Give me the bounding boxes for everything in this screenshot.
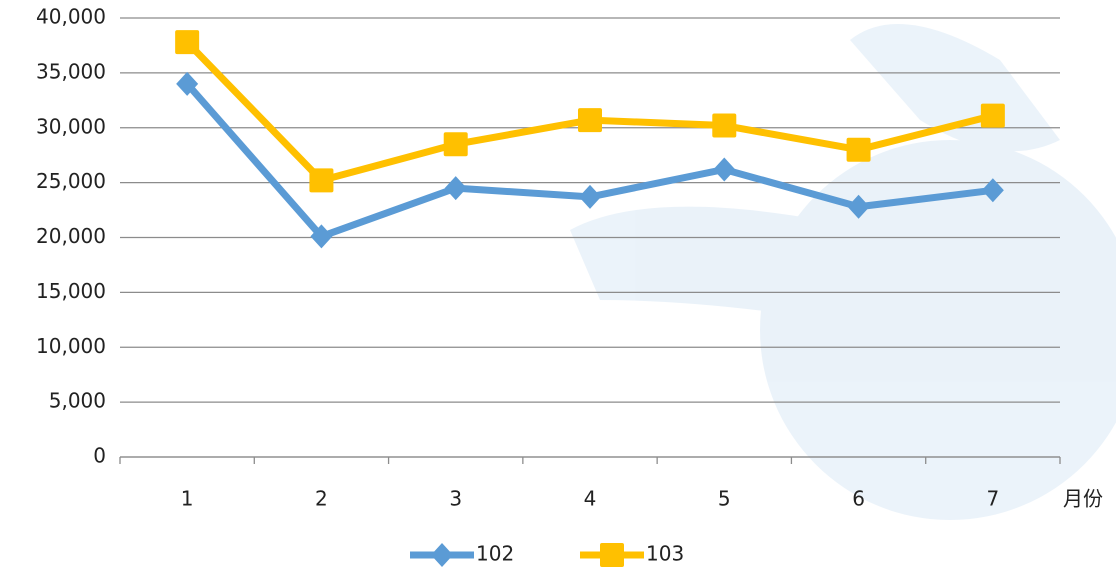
x-tick-label: 2 [315, 487, 328, 511]
y-tick-label: 35,000 [36, 59, 106, 83]
y-tick-label: 20,000 [36, 224, 106, 248]
background-decoration [570, 24, 1116, 520]
x-tick-label: 4 [584, 487, 597, 511]
marker [712, 114, 736, 138]
x-tick-label: 3 [449, 487, 462, 511]
y-tick-label: 25,000 [36, 169, 106, 193]
marker [579, 185, 601, 209]
y-tick-label: 5,000 [49, 389, 106, 413]
marker [175, 30, 199, 54]
legend-label: 103 [646, 542, 684, 566]
marker [578, 108, 602, 132]
x-tick-label: 5 [718, 487, 731, 511]
x-tick-label: 1 [181, 487, 194, 511]
y-tick-label: 0 [93, 444, 106, 468]
x-axis-label: 月份 [1063, 487, 1103, 511]
y-tick-label: 40,000 [36, 5, 106, 29]
marker [445, 176, 467, 200]
y-tick-label: 10,000 [36, 334, 106, 358]
y-tick-label: 15,000 [36, 279, 106, 303]
marker [600, 543, 624, 567]
x-tick-label: 7 [986, 487, 999, 511]
y-tick-label: 30,000 [36, 114, 106, 138]
x-tick-label: 6 [852, 487, 865, 511]
legend-label: 102 [476, 542, 514, 566]
marker [309, 168, 333, 192]
marker [713, 157, 735, 181]
marker [444, 132, 468, 156]
marker [847, 138, 871, 162]
chart: 月份 0 5,000 10,000 15,000 20,000 25,000 30,000 3… [0, 0, 1116, 572]
marker [981, 104, 1005, 128]
marker [431, 543, 453, 567]
